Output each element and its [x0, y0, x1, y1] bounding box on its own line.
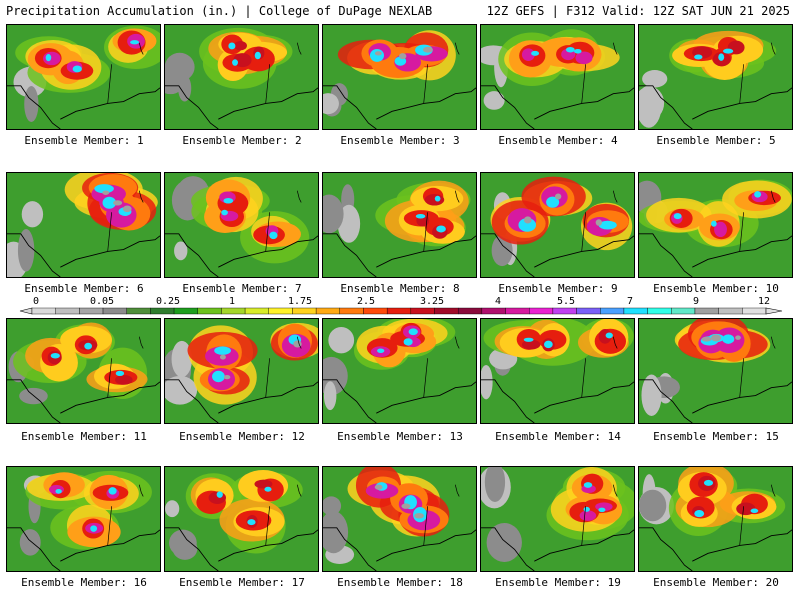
colorbar-cell: [221, 307, 246, 315]
ensemble-member-label: Ensemble Member: 5: [656, 134, 776, 147]
colorbar-arrow-left: [19, 307, 33, 315]
colorbar-cell: [292, 307, 317, 315]
colorbar-tick-label: 0: [32, 296, 40, 307]
colorbar-cell: [173, 307, 198, 315]
ensemble-member-label: Ensemble Member: 4: [498, 134, 618, 147]
colorbar-cell: [529, 307, 554, 315]
ensemble-member-label: Ensemble Member: 6: [24, 282, 144, 295]
ensemble-panel-8: [322, 172, 477, 278]
ensemble-panel-9: [480, 172, 635, 278]
colorbar-tick-label: 12: [757, 296, 771, 307]
ensemble-panel-7: [164, 172, 319, 278]
colorbar-cell: [386, 307, 412, 315]
colorbar-cell: [268, 307, 293, 315]
ensemble-member-label: Ensemble Member: 11: [21, 430, 147, 443]
ensemble-panel-14: [480, 318, 635, 424]
colorbar-cell: [315, 307, 341, 315]
ensemble-member-label: Ensemble Member: 7: [182, 282, 302, 295]
colorbar-cell: [552, 307, 577, 315]
ensemble-member-label: Ensemble Member: 13: [337, 430, 463, 443]
ensemble-member-label: Ensemble Member: 12: [179, 430, 305, 443]
colorbar-cell: [126, 307, 151, 315]
colorbar-tick-label: 1.75: [287, 296, 313, 307]
ensemble-panel-11: [6, 318, 161, 424]
ensemble-member-label: Ensemble Member: 15: [653, 430, 779, 443]
colorbar-cell: [339, 307, 364, 315]
ensemble-panel-10: [638, 172, 793, 278]
colorbar-tick-label: 3.25: [419, 296, 445, 307]
colorbar-cell: [505, 307, 530, 315]
colorbar-cell: [647, 307, 672, 315]
colorbar-tick-label: 9: [692, 296, 700, 307]
colorbar-cell: [742, 307, 767, 315]
ensemble-member-label: Ensemble Member: 18: [337, 576, 463, 589]
ensemble-panel-15: [638, 318, 793, 424]
colorbar-cell: [576, 307, 601, 315]
colorbar-cell: [457, 307, 483, 315]
colorbar-cell: [79, 307, 104, 315]
ensemble-panel-17: [164, 466, 319, 572]
colorbar-tick-label: 0.05: [89, 296, 115, 307]
ensemble-member-label: Ensemble Member: 19: [495, 576, 621, 589]
colorbar-arrow-right: [765, 307, 783, 315]
colorbar-cell: [31, 307, 56, 315]
colorbar-cell: [623, 307, 648, 315]
colorbar-tick-label: 7: [626, 296, 634, 307]
ensemble-member-label: Ensemble Member: 3: [340, 134, 460, 147]
colorbar-cell: [694, 307, 719, 315]
colorbar-tick-label: 1: [228, 296, 236, 307]
colorbar-cell: [718, 307, 743, 315]
ensemble-member-label: Ensemble Member: 9: [498, 282, 618, 295]
ensemble-member-label: Ensemble Member: 8: [340, 282, 460, 295]
ensemble-panel-6: [6, 172, 161, 278]
colorbar-labels: 0 0.05 0.25 1 1.75 2.5 3.25 4 5.5 7 9 12: [0, 296, 800, 308]
ensemble-panel-12: [164, 318, 319, 424]
colorbar: [19, 307, 783, 315]
colorbar-tick-label: 5.5: [556, 296, 576, 307]
colorbar-tick-label: 0.25: [155, 296, 181, 307]
ensemble-panel-1: [6, 24, 161, 130]
colorbar-cell: [481, 307, 506, 315]
ensemble-member-label: Ensemble Member: 1: [24, 134, 144, 147]
ensemble-panel-2: [164, 24, 319, 130]
colorbar-tick-label: 2.5: [356, 296, 376, 307]
page-title: Precipitation Accumulation (in.) | Colle…: [6, 4, 433, 18]
ensemble-member-label: Ensemble Member: 16: [21, 576, 147, 589]
colorbar-cell: [671, 307, 696, 315]
colorbar-cell: [150, 307, 175, 315]
ensemble-member-label: Ensemble Member: 17: [179, 576, 305, 589]
ensemble-member-label: Ensemble Member: 14: [495, 430, 621, 443]
colorbar-cell: [55, 307, 80, 315]
colorbar-cell: [244, 307, 269, 315]
ensemble-panel-5: [638, 24, 793, 130]
ensemble-panel-19: [480, 466, 635, 572]
ensemble-panel-20: [638, 466, 793, 572]
ensemble-panel-18: [322, 466, 477, 572]
colorbar-cell: [410, 307, 435, 315]
ensemble-panel-4: [480, 24, 635, 130]
colorbar-cell: [102, 307, 127, 315]
ensemble-member-label: Ensemble Member: 10: [653, 282, 779, 295]
ensemble-panel-13: [322, 318, 477, 424]
colorbar-cell: [434, 307, 459, 315]
colorbar-cell: [600, 307, 625, 315]
colorbar-cell: [363, 307, 388, 315]
ensemble-member-label: Ensemble Member: 2: [182, 134, 302, 147]
run-info: 12Z GEFS | F312 Valid: 12Z SAT JUN 21 20…: [486, 4, 790, 18]
colorbar-tick-label: 4: [494, 296, 502, 307]
ensemble-member-label: Ensemble Member: 20: [653, 576, 779, 589]
colorbar-cell: [197, 307, 222, 315]
ensemble-panel-16: [6, 466, 161, 572]
ensemble-panel-3: [322, 24, 477, 130]
